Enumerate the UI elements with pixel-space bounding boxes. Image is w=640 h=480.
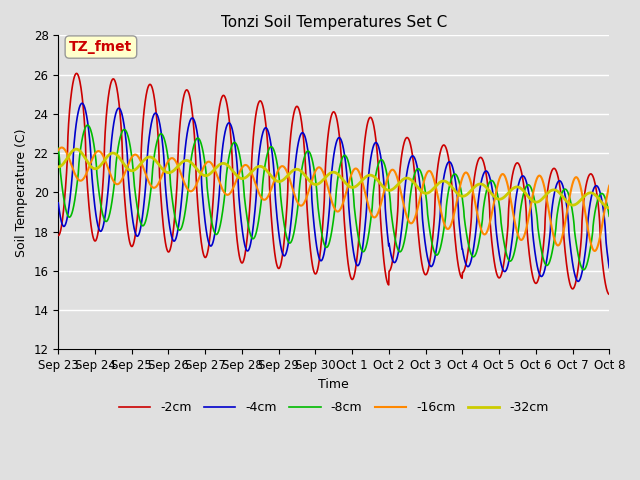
-4cm [574, 278, 582, 284]
Line: -4cm: -4cm [58, 103, 609, 281]
-4cm [54, 200, 62, 206]
-2cm [304, 216, 312, 221]
Legend: -2cm, -4cm, -8cm, -16cm, -32cm: -2cm, -4cm, -8cm, -16cm, -32cm [114, 396, 554, 420]
-2cm [154, 121, 161, 127]
-32cm [605, 205, 613, 211]
-16cm [435, 196, 442, 202]
-4cm [435, 231, 442, 237]
-2cm [435, 160, 442, 166]
-8cm [304, 148, 312, 154]
-4cm [154, 112, 161, 118]
-32cm [154, 159, 161, 165]
-16cm [337, 206, 344, 212]
-16cm [154, 183, 161, 189]
-8cm [84, 122, 92, 128]
-2cm [73, 71, 81, 76]
Y-axis label: Soil Temperature (C): Soil Temperature (C) [15, 128, 28, 257]
-8cm [337, 161, 344, 167]
-8cm [54, 145, 62, 151]
-8cm [570, 222, 578, 228]
Text: TZ_fmet: TZ_fmet [69, 40, 132, 54]
-16cm [65, 156, 73, 161]
-4cm [78, 100, 86, 106]
-4cm [605, 265, 613, 271]
-32cm [72, 146, 80, 152]
-8cm [580, 267, 588, 273]
Line: -16cm: -16cm [58, 147, 609, 251]
-8cm [65, 214, 72, 220]
Line: -2cm: -2cm [58, 73, 609, 294]
-32cm [570, 202, 578, 208]
-8cm [605, 214, 613, 219]
-16cm [591, 248, 598, 254]
-4cm [65, 206, 72, 212]
Line: -8cm: -8cm [58, 125, 609, 270]
-32cm [435, 180, 442, 186]
-2cm [54, 233, 62, 239]
-16cm [304, 191, 312, 197]
X-axis label: Time: Time [318, 378, 349, 391]
-16cm [605, 183, 613, 189]
-8cm [435, 251, 442, 256]
Line: -32cm: -32cm [58, 149, 609, 208]
-32cm [337, 174, 344, 180]
-4cm [304, 147, 312, 153]
-4cm [337, 136, 344, 142]
-2cm [65, 121, 72, 127]
-32cm [65, 153, 72, 159]
-16cm [570, 177, 578, 182]
Title: Tonzi Soil Temperatures Set C: Tonzi Soil Temperatures Set C [221, 15, 447, 30]
-16cm [58, 144, 65, 150]
-32cm [304, 176, 312, 181]
-4cm [570, 269, 578, 275]
-32cm [54, 164, 62, 170]
-8cm [154, 138, 161, 144]
-2cm [570, 285, 578, 290]
-16cm [54, 147, 62, 153]
-2cm [605, 291, 613, 297]
-2cm [337, 144, 344, 150]
